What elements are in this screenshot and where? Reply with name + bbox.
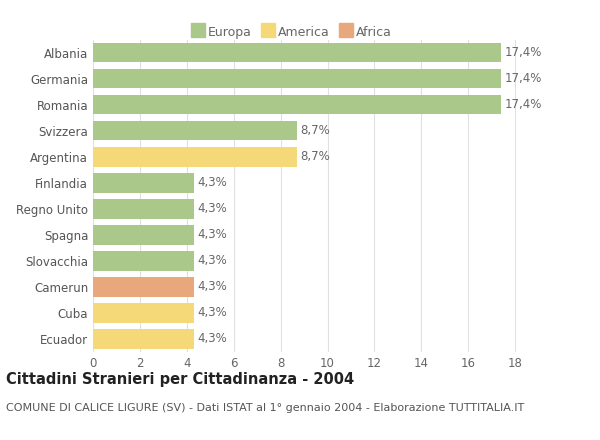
Bar bbox=[93, 251, 194, 271]
Bar bbox=[93, 43, 501, 62]
Bar bbox=[93, 121, 297, 140]
Legend: Europa, America, Africa: Europa, America, Africa bbox=[189, 24, 394, 42]
Text: 4,3%: 4,3% bbox=[197, 176, 227, 189]
Text: 4,3%: 4,3% bbox=[197, 280, 227, 293]
Text: 4,3%: 4,3% bbox=[197, 306, 227, 319]
Bar bbox=[93, 303, 194, 323]
Text: 4,3%: 4,3% bbox=[197, 333, 227, 345]
Bar bbox=[93, 95, 501, 114]
Text: COMUNE DI CALICE LIGURE (SV) - Dati ISTAT al 1° gennaio 2004 - Elaborazione TUTT: COMUNE DI CALICE LIGURE (SV) - Dati ISTA… bbox=[6, 403, 524, 413]
Text: 4,3%: 4,3% bbox=[197, 254, 227, 268]
Bar bbox=[93, 225, 194, 245]
Text: 8,7%: 8,7% bbox=[301, 150, 331, 163]
Bar bbox=[93, 277, 194, 297]
Text: 17,4%: 17,4% bbox=[505, 46, 542, 59]
Text: 4,3%: 4,3% bbox=[197, 202, 227, 215]
Bar bbox=[93, 173, 194, 193]
Bar bbox=[93, 69, 501, 88]
Text: 4,3%: 4,3% bbox=[197, 228, 227, 242]
Text: 17,4%: 17,4% bbox=[505, 72, 542, 85]
Bar bbox=[93, 147, 297, 166]
Text: 17,4%: 17,4% bbox=[505, 98, 542, 111]
Bar bbox=[93, 329, 194, 349]
Text: 8,7%: 8,7% bbox=[301, 124, 331, 137]
Text: Cittadini Stranieri per Cittadinanza - 2004: Cittadini Stranieri per Cittadinanza - 2… bbox=[6, 372, 354, 387]
Bar bbox=[93, 199, 194, 219]
